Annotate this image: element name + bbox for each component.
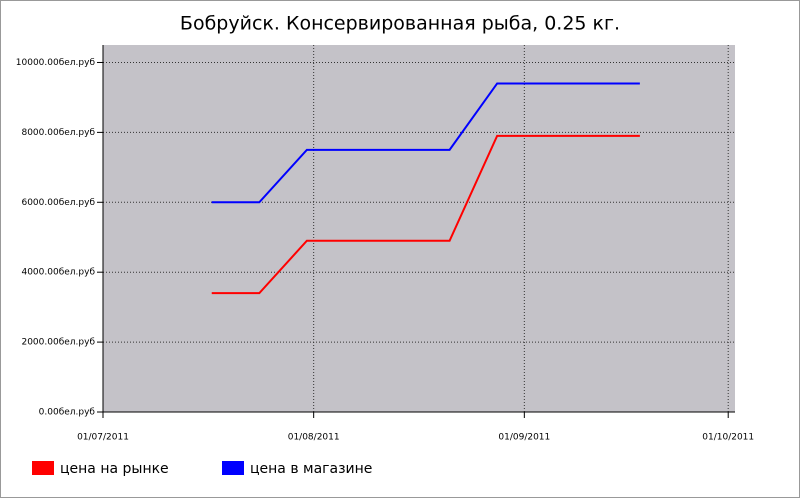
legend-swatch	[32, 461, 54, 475]
chart-title: Бобруйск. Консервированная рыба, 0.25 кг…	[180, 13, 620, 35]
y-tick-label: 0.00бел.руб	[39, 408, 96, 418]
y-tick-label: 6000.00бел.руб	[21, 198, 95, 208]
series-line	[211, 134, 640, 295]
y-tick-label: 8000.00бел.руб	[21, 128, 95, 138]
y-tick-label: 2000.00бел.руб	[21, 338, 95, 348]
x-tick-label: 01/08/2011	[288, 433, 340, 443]
y-tick-label: 4000.00бел.руб	[21, 268, 95, 278]
x-tick-label: 01/10/2011	[702, 433, 754, 443]
series-line	[211, 82, 640, 204]
x-tick-label: 01/09/2011	[498, 433, 550, 443]
y-tick-label: 10000.00бел.руб	[16, 58, 96, 68]
legend-label: цена на рынке	[60, 461, 169, 477]
legend-label: цена в магазине	[250, 461, 372, 477]
x-tick-label: 01/07/2011	[77, 433, 129, 443]
plot-area	[103, 45, 735, 412]
legend-swatch	[222, 461, 244, 475]
